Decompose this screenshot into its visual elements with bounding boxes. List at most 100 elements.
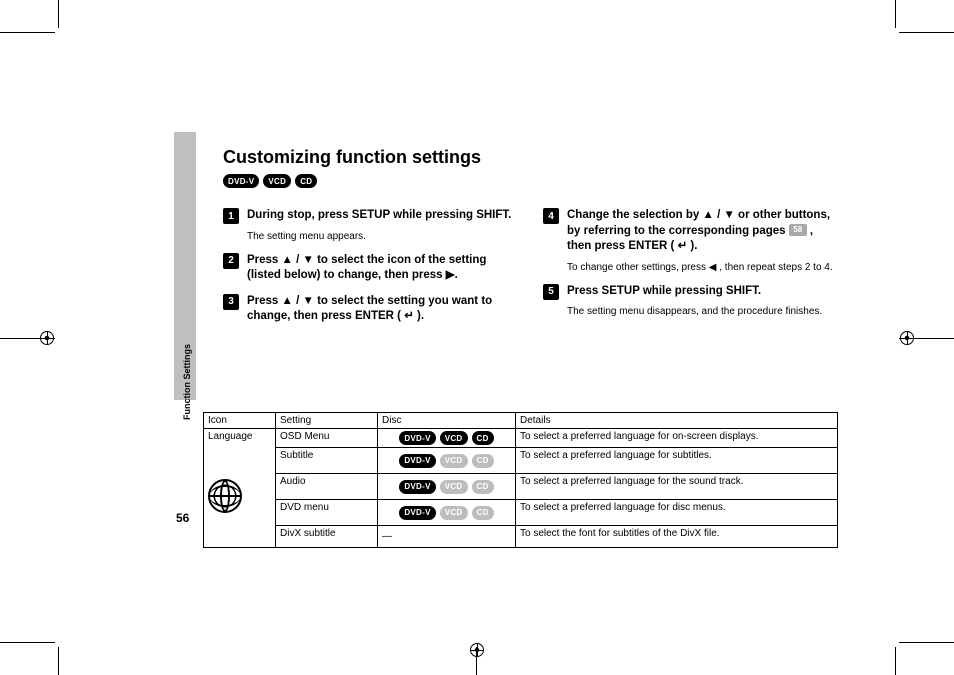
badge-row: DVD-V VCD CD <box>382 506 511 520</box>
format-badge: VCD <box>440 454 468 468</box>
left-column: 1 During stop, press SETUP while pressing… <box>223 208 513 335</box>
step-title: Press SETUP while pressing SHIFT. <box>567 284 833 300</box>
page-frame: Function Settings 56 Customizing functio… <box>58 32 896 643</box>
setting-name-cell: DVD menu <box>276 500 378 526</box>
arrow-icon: ▲ <box>702 209 713 221</box>
step-body: Press SETUP while pressing SHIFT. The set… <box>567 284 833 319</box>
text-fragment: / <box>293 295 303 307</box>
table-header-row: Icon Setting Disc Details <box>204 413 838 429</box>
page-number: 56 <box>176 511 189 525</box>
setting-name-cell: DivX subtitle <box>276 526 378 548</box>
page-title: Customizing function settings <box>223 147 833 168</box>
crop-mark <box>899 32 954 33</box>
arrow-icon: ▼ <box>723 209 734 221</box>
table-row: Subtitle DVD-V VCD CD To select a preferred … <box>204 448 838 474</box>
format-badge: VCD <box>440 480 468 494</box>
format-badge: DVD-V <box>399 454 435 468</box>
setting-name-cell: OSD Menu <box>276 429 378 448</box>
text-fragment: Press <box>247 295 282 307</box>
details-cell: To select the font for subtitles of the … <box>516 526 838 548</box>
disc-dash-cell: — <box>378 526 516 548</box>
text-fragment: ▶ <box>446 269 455 281</box>
text-fragment: ▲ <box>282 254 293 266</box>
setting-name-cell: Audio <box>276 474 378 500</box>
text-fragment: Press <box>247 254 282 266</box>
format-badge: VCD <box>440 431 468 445</box>
table-row: DVD menu DVD-V VCD CD To select a preferred … <box>204 500 838 526</box>
format-badge: CD <box>472 480 494 494</box>
crop-mark <box>899 642 954 643</box>
table-row: DivX subtitle—To select the font for sub… <box>204 526 838 548</box>
text-fragment: ▼ <box>303 295 314 307</box>
table-row: Audio DVD-V VCD CD To select a preferred lan… <box>204 474 838 500</box>
icon-category-label: Language <box>204 429 276 448</box>
crop-mark <box>895 647 896 675</box>
page-reference-badge: 58 <box>789 224 807 236</box>
category-icon-cell <box>204 448 276 548</box>
format-badge: CD <box>472 506 494 520</box>
globe-icon <box>208 479 242 513</box>
format-badge: CD <box>472 431 494 445</box>
side-section-label: Function Settings <box>182 344 192 420</box>
badge-row: DVD-V VCD CD <box>382 431 511 445</box>
format-badge: DVD-V <box>399 506 435 520</box>
details-cell: To select a preferred language for subti… <box>516 448 838 474</box>
details-cell: To select a preferred language for disc … <box>516 500 838 526</box>
step-body: Press ▲ / ▼ to select the setting you wa… <box>247 294 513 325</box>
step: 3 Press ▲ / ▼ to select the setting you w… <box>223 294 513 325</box>
step-number-icon: 5 <box>543 284 559 300</box>
enter-icon: ↵ <box>678 240 688 252</box>
step: 5 Press SETUP while pressing SHIFT. The se… <box>543 284 833 319</box>
th-details: Details <box>516 413 838 429</box>
step: 2Press ▲ / ▼ to select the icon of the s… <box>223 253 513 284</box>
details-cell: To select a preferred language for on-sc… <box>516 429 838 448</box>
step-body: Press ▲ / ▼ to select the icon of the se… <box>247 253 513 284</box>
step-title: Press ▲ / ▼ to select the icon of the se… <box>247 253 513 284</box>
text-fragment: / <box>293 254 303 266</box>
table-row: LanguageOSD Menu DVD-V VCD CD To select a pr… <box>204 429 838 448</box>
step-number-icon: 1 <box>223 208 239 224</box>
crop-mark <box>0 32 55 33</box>
crop-mark <box>58 0 59 28</box>
text-fragment: ↵ <box>404 310 414 322</box>
th-disc: Disc <box>378 413 516 429</box>
step: 1 During stop, press SETUP while pressing… <box>223 208 513 243</box>
disc-badges-cell: DVD-V VCD CD <box>378 429 516 448</box>
content-area: Customizing function settings DVD-VVCDCD… <box>223 147 833 335</box>
text-fragment: . <box>455 269 458 281</box>
setting-name-cell: Subtitle <box>276 448 378 474</box>
badge-row: DVD-V VCD CD <box>382 480 511 494</box>
step-number-icon: 4 <box>543 208 559 224</box>
right-column: 4 Change the selection by ▲ / ▼ or other … <box>543 208 833 335</box>
registration-mark <box>470 643 484 657</box>
crop-mark <box>58 647 59 675</box>
settings-table: Icon Setting Disc Details LanguageOSD Me… <box>203 412 838 548</box>
th-icon: Icon <box>204 413 276 429</box>
format-badge: DVD-V <box>399 431 435 445</box>
disc-badges-cell: DVD-V VCD CD <box>378 448 516 474</box>
step-body: During stop, press SETUP while pressing … <box>247 208 513 243</box>
step-description: The setting menu appears. <box>247 230 513 243</box>
format-badge: VCD <box>263 174 291 188</box>
disc-badges-cell: DVD-V VCD CD <box>378 500 516 526</box>
text-fragment: ). <box>414 310 424 322</box>
text-fragment: During stop, press SETUP while pressing … <box>247 209 511 221</box>
step-body: Change the selection by ▲ / ▼ or other b… <box>567 208 833 274</box>
format-badge: DVD-V <box>399 480 435 494</box>
step-columns: 1 During stop, press SETUP while pressing… <box>223 208 833 335</box>
registration-mark <box>40 331 54 345</box>
format-badge-row: DVD-VVCDCD <box>223 174 833 188</box>
registration-mark <box>900 331 914 345</box>
crop-mark <box>895 0 896 28</box>
text-fragment: ▲ <box>282 295 293 307</box>
details-cell: To select a preferred language for the s… <box>516 474 838 500</box>
step-title: During stop, press SETUP while pressing … <box>247 208 513 224</box>
text-fragment: ▼ <box>303 254 314 266</box>
format-badge: VCD <box>440 506 468 520</box>
step: 4 Change the selection by ▲ / ▼ or other … <box>543 208 833 274</box>
step-description: The setting menu disappears, and the pro… <box>567 305 833 318</box>
format-badge: CD <box>472 454 494 468</box>
step-number-icon: 3 <box>223 294 239 310</box>
th-setting: Setting <box>276 413 378 429</box>
crop-mark <box>0 642 55 643</box>
